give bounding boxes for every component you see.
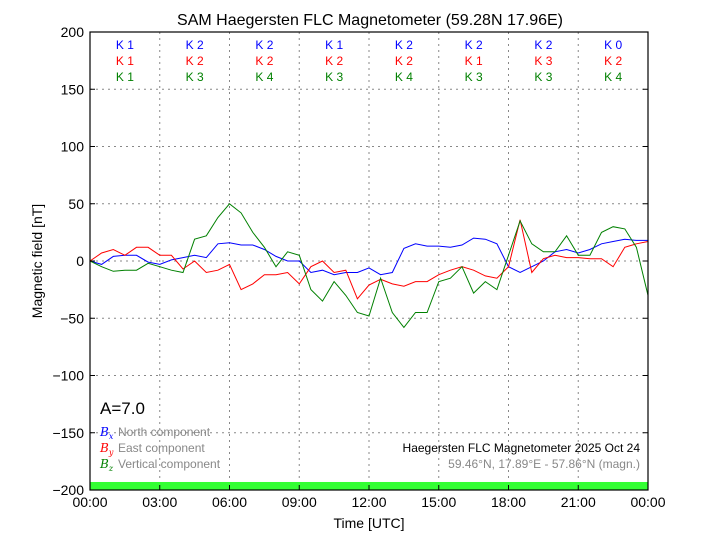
k-index-bz: K 3 xyxy=(534,70,552,84)
x-axis-label: Time [UTC] xyxy=(333,515,404,531)
k-index-bz: K 3 xyxy=(325,70,343,84)
k-index-bx: K 2 xyxy=(255,38,273,52)
legend-label: Vertical component xyxy=(118,457,221,471)
k-index-by: K 3 xyxy=(534,54,552,68)
legend-symbol-x: Bx xyxy=(99,425,114,441)
x-tick-label: 06:00 xyxy=(212,494,247,510)
k-index-by: K 2 xyxy=(604,54,622,68)
legend-symbol-y: By xyxy=(99,441,114,457)
x-tick-label: 03:00 xyxy=(142,494,177,510)
series-line-by xyxy=(89,219,649,300)
k-index-bz: K 4 xyxy=(604,70,622,84)
k-index-by: K 2 xyxy=(325,54,343,68)
y-tick-label: 0 xyxy=(76,253,84,269)
y-tick-label: 50 xyxy=(68,196,84,212)
k-index-bx: K 2 xyxy=(395,38,413,52)
k-index-bx: K 2 xyxy=(465,38,483,52)
y-tick-label: −200 xyxy=(52,482,84,498)
k-index-bx: K 1 xyxy=(116,38,134,52)
x-tick-label: 18:00 xyxy=(491,494,526,510)
legend-label: North component xyxy=(118,425,211,439)
x-tick-label: 00:00 xyxy=(630,494,665,510)
k-index-bx: K 0 xyxy=(604,38,622,52)
x-tick-label: 09:00 xyxy=(282,494,317,510)
x-tick-label: 12:00 xyxy=(351,494,386,510)
k-index-bz: K 3 xyxy=(465,70,483,84)
legend-label: East component xyxy=(118,441,205,455)
series-line-bz xyxy=(89,203,649,329)
k-index-bz: K 3 xyxy=(186,70,204,84)
y-tick-label: 100 xyxy=(61,139,85,155)
station-label: Haegersten FLC Magnetometer 2025 Oct 24 xyxy=(403,441,641,455)
k-index-by: K 1 xyxy=(465,54,483,68)
coords-label: 59.46°N, 17.89°E - 57.86°N (magn.) xyxy=(448,457,640,471)
y-axis-label: Magnetic field [nT] xyxy=(29,204,45,318)
k-index-bz: K 1 xyxy=(116,70,134,84)
k-index-bz: K 4 xyxy=(395,70,413,84)
chart-title: SAM Haegersten FLC Magnetometer (59.28N … xyxy=(177,12,563,29)
y-tick-label: 200 xyxy=(61,24,85,40)
y-tick-label: −100 xyxy=(52,368,84,384)
k-index-by: K 2 xyxy=(186,54,204,68)
k-index-bx: K 2 xyxy=(534,38,552,52)
k-index-by: K 2 xyxy=(255,54,273,68)
activity-index: A=7.0 xyxy=(100,399,145,418)
k-index-by: K 1 xyxy=(116,54,134,68)
y-tick-label: −150 xyxy=(52,425,84,441)
k-index-bx: K 1 xyxy=(325,38,343,52)
y-tick-label: 150 xyxy=(61,81,85,97)
k-index-bz: K 4 xyxy=(255,70,273,84)
legend-symbol-z: Bz xyxy=(99,457,114,473)
x-tick-label: 00:00 xyxy=(72,494,107,510)
y-tick-label: −50 xyxy=(60,310,84,326)
x-tick-label: 21:00 xyxy=(561,494,596,510)
k-index-by: K 2 xyxy=(395,54,413,68)
k-index-bx: K 2 xyxy=(186,38,204,52)
x-tick-label: 15:00 xyxy=(421,494,456,510)
